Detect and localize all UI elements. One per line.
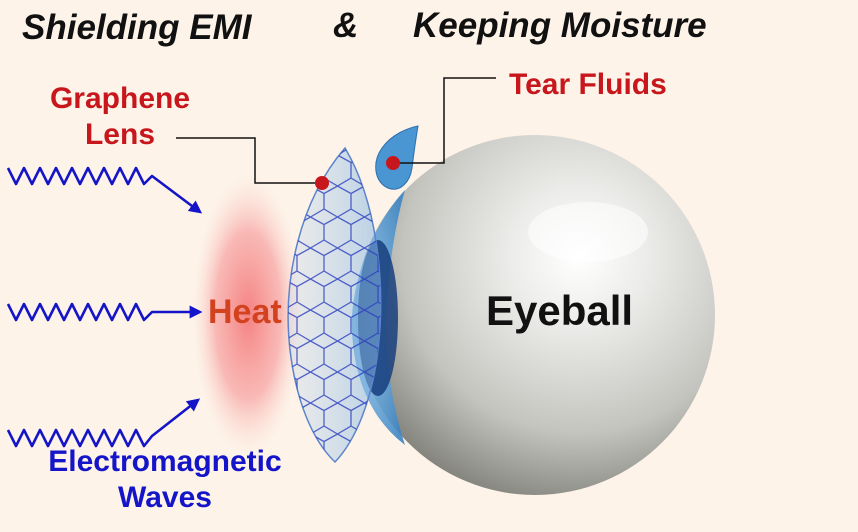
eyeball-highlight — [528, 202, 648, 262]
graphene-hex-lattice — [288, 148, 381, 462]
em-wave-bottom — [6, 398, 201, 448]
title-left: Shielding EMI — [22, 8, 252, 47]
tear-callout-dot — [386, 156, 400, 170]
em-waves-label-line2: Waves — [118, 481, 212, 514]
eyeball-label: Eyeball — [486, 287, 634, 334]
heat-glow — [193, 175, 303, 455]
graphene-lens-label-line2: Lens — [84, 118, 156, 151]
tear-callout-line — [393, 77, 496, 164]
em-waves-label-line1: Electromagnetic — [48, 445, 282, 478]
heat-label: Heat — [208, 293, 282, 331]
graphene-lens-label-line1: Graphene — [49, 82, 191, 115]
em-wave-top — [6, 166, 203, 214]
tear-fluids-label: Tear Fluids — [509, 68, 667, 101]
title-right: Keeping Moisture — [413, 6, 707, 45]
em-wave-middle — [6, 302, 203, 322]
graphene-callout-dot — [315, 176, 329, 190]
title-ampersand: & — [333, 6, 359, 45]
graphene-callout-line — [176, 137, 322, 184]
